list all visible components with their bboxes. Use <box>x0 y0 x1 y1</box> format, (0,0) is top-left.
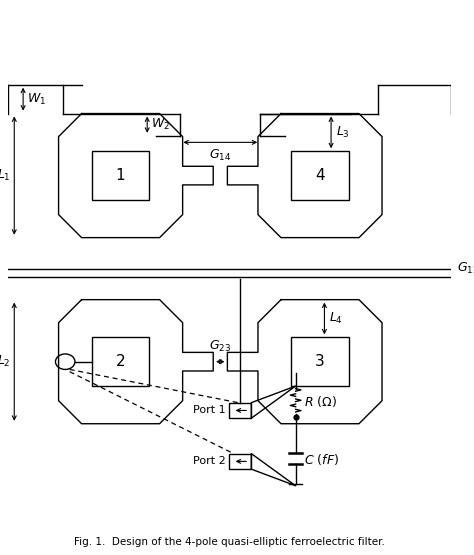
Text: Port 2: Port 2 <box>193 456 226 466</box>
Text: 2: 2 <box>116 354 126 369</box>
Text: $L_2$: $L_2$ <box>0 354 11 369</box>
Bar <box>229 453 251 469</box>
Bar <box>92 337 149 386</box>
Text: $L_1$: $L_1$ <box>0 168 11 183</box>
Bar <box>92 151 149 200</box>
Text: $C\ (fF)$: $C\ (fF)$ <box>304 452 338 467</box>
Text: $W_2$: $W_2$ <box>151 117 170 132</box>
Text: 1: 1 <box>116 168 126 183</box>
Text: Fig. 1.  Design of the 4-pole quasi-elliptic ferroelectric filter.: Fig. 1. Design of the 4-pole quasi-ellip… <box>74 537 384 547</box>
Text: $G_{23}$: $G_{23}$ <box>209 339 231 354</box>
Bar <box>291 337 349 386</box>
Text: Port 1: Port 1 <box>193 406 226 416</box>
Text: $G_{12}$: $G_{12}$ <box>457 261 474 276</box>
Text: $G_{14}$: $G_{14}$ <box>209 148 231 163</box>
Text: 3: 3 <box>315 354 325 369</box>
Bar <box>291 151 349 200</box>
Text: $L_3$: $L_3$ <box>336 125 349 140</box>
Text: $R\ (\Omega)$: $R\ (\Omega)$ <box>304 394 337 409</box>
Bar <box>229 403 251 418</box>
Text: 4: 4 <box>315 168 325 183</box>
Text: $W_1$: $W_1$ <box>27 92 46 107</box>
Text: $L_4$: $L_4$ <box>329 311 343 326</box>
